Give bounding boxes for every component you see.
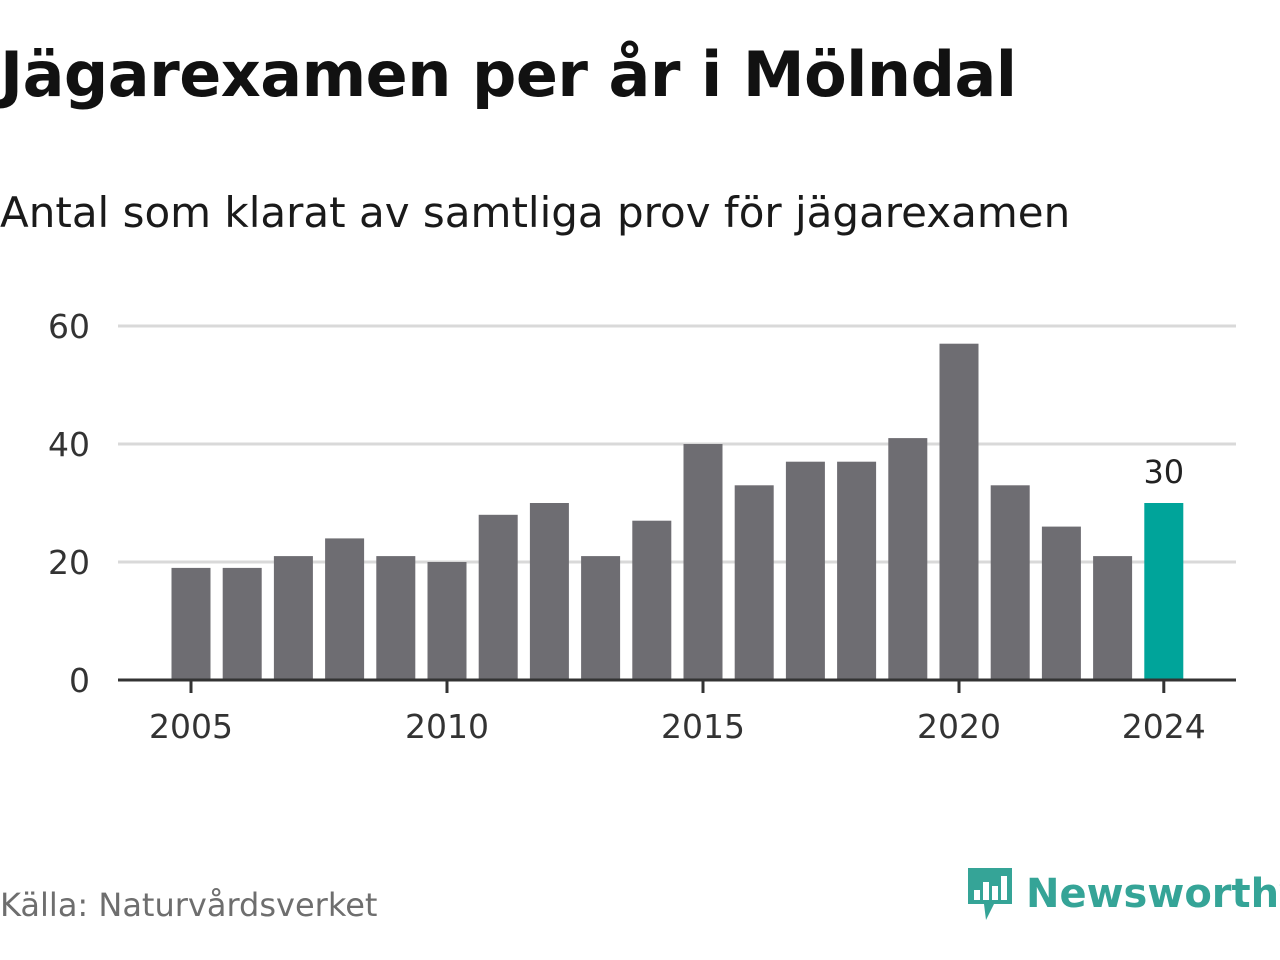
bar bbox=[785, 461, 825, 680]
bar bbox=[990, 485, 1030, 680]
axes bbox=[118, 678, 1236, 693]
source-note: Källa: Naturvårdsverket bbox=[0, 886, 378, 924]
bar bbox=[888, 438, 928, 680]
bar-highlight bbox=[1144, 503, 1184, 680]
bar bbox=[478, 514, 518, 680]
bar bbox=[529, 503, 569, 680]
y-tick-label: 40 bbox=[48, 425, 90, 464]
y-tick-label: 20 bbox=[48, 543, 90, 582]
brand-name: Newsworthy bbox=[1026, 871, 1280, 917]
bar bbox=[273, 556, 313, 680]
bar bbox=[581, 556, 621, 680]
bar bbox=[222, 567, 262, 680]
bar bbox=[632, 520, 672, 680]
chart-subtitle: Antal som klarat av samtliga prov för jä… bbox=[0, 188, 1071, 237]
x-tick-label: 2024 bbox=[1122, 707, 1206, 746]
bar bbox=[837, 461, 877, 680]
bar bbox=[939, 343, 979, 680]
bar bbox=[1093, 556, 1133, 680]
bars bbox=[171, 343, 1184, 680]
chart-title: Jägarexamen per år i Mölndal bbox=[0, 38, 1017, 111]
bar bbox=[325, 538, 365, 680]
bar bbox=[1041, 526, 1081, 680]
bar bbox=[376, 556, 416, 680]
bar bbox=[171, 567, 211, 680]
brand-logo: Newsworthy bbox=[964, 864, 1280, 924]
x-tick-label: 2010 bbox=[405, 707, 489, 746]
labels: 0 20 40 60 30 2005 2010 2015 2020 2024 bbox=[48, 307, 1206, 746]
x-tick-label: 2020 bbox=[917, 707, 1001, 746]
x-tick-label: 2005 bbox=[149, 707, 233, 746]
bar-chart: 0 20 40 60 30 2005 2010 2015 2020 2024 bbox=[48, 307, 1236, 746]
y-tick-label: 60 bbox=[48, 307, 90, 346]
data-label: 30 bbox=[1143, 453, 1184, 491]
x-tick-label: 2015 bbox=[661, 707, 745, 746]
bar bbox=[734, 485, 774, 680]
y-tick-label: 0 bbox=[69, 661, 90, 700]
bar bbox=[427, 562, 467, 680]
newsworthy-logo-icon bbox=[968, 868, 1012, 920]
bar bbox=[683, 444, 723, 680]
